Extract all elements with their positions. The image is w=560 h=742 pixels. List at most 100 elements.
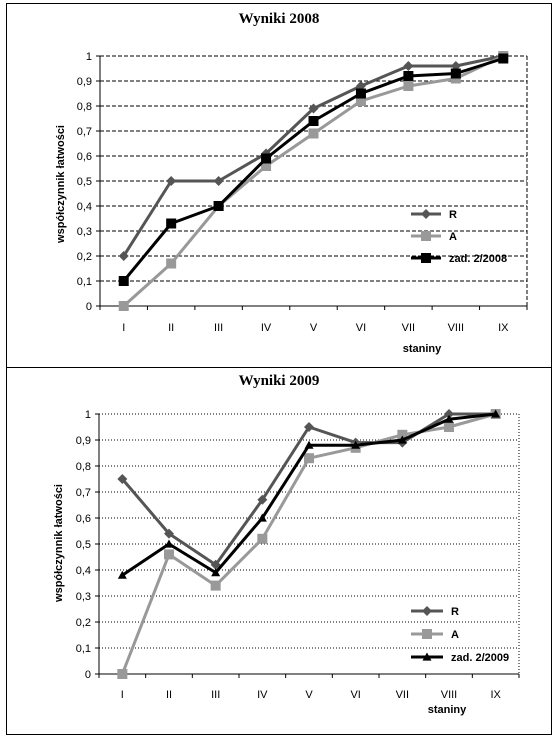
data-point	[308, 103, 319, 114]
legend-label: A	[451, 629, 459, 641]
data-point	[403, 71, 414, 81]
legend-marker	[422, 652, 432, 661]
chart-panel-2009: Wyniki 2009 współczynnik łatwości stanin…	[6, 367, 552, 735]
series-zad-2-2009	[117, 409, 501, 579]
data-point	[308, 128, 319, 139]
x-tick-label: III	[211, 689, 220, 701]
y-tick-label: 0,1	[76, 643, 91, 655]
x-tick-label: VIII	[448, 322, 465, 334]
data-point	[166, 258, 177, 269]
data-point	[164, 528, 174, 539]
series-r	[117, 409, 501, 570]
y-tick-label: 0,9	[76, 435, 91, 447]
x-tick-label: V	[310, 322, 318, 334]
chart-panel-2008: Wyniki 2008 współczynnik łatwości stanin…	[6, 3, 552, 368]
y-tick-label: 0,1	[77, 276, 92, 288]
legend-label: zad. 2/2008	[449, 253, 507, 265]
data-point	[213, 201, 224, 211]
x-tick-label: VII	[402, 322, 415, 334]
x-tick-label: II	[168, 322, 174, 334]
y-tick-label: 0,4	[76, 565, 91, 577]
data-point	[304, 453, 314, 464]
data-point	[117, 570, 127, 579]
x-tick-label: IV	[257, 689, 268, 701]
x-tick-label: VI	[350, 689, 360, 701]
series-zad-2-2008	[118, 53, 509, 286]
data-point	[117, 474, 128, 484]
gridlines	[96, 55, 527, 307]
legend-label: R	[451, 606, 459, 618]
legend-label: A	[449, 231, 457, 243]
legend-marker	[421, 253, 431, 263]
data-point	[403, 61, 414, 71]
chart-title: Wyniki 2009	[239, 373, 320, 389]
data-point	[498, 53, 509, 64]
data-point	[351, 440, 361, 449]
data-point	[257, 533, 268, 544]
legend-marker	[422, 629, 432, 639]
y-tick-label: 0,8	[76, 461, 91, 473]
data-point	[118, 251, 129, 261]
data-point	[355, 96, 366, 106]
chart-2009-svg: Wyniki 2009 współczynnik łatwości stanin…	[53, 373, 520, 716]
y-tick-label: 0,7	[76, 487, 91, 499]
series-line	[121, 412, 496, 577]
legend-label: R	[449, 209, 457, 221]
data-point	[166, 218, 177, 229]
x-tick-label: VII	[396, 689, 409, 701]
x-tick-label: V	[305, 689, 313, 701]
y-tick-label: 0,3	[76, 591, 91, 603]
data-point	[117, 669, 128, 679]
y-tick-label: 0,6	[77, 151, 92, 163]
data-point	[491, 409, 501, 418]
data-point	[261, 153, 272, 164]
data-point	[355, 88, 366, 99]
x-tick-label: IV	[261, 322, 272, 334]
y-tick-label: 0,4	[77, 201, 92, 213]
y-tick-label: 0,6	[76, 513, 91, 525]
chart-2008-svg: Wyniki 2008 współczynnik łatwości stanin…	[55, 11, 528, 355]
x-tick-label: IX	[490, 689, 501, 701]
data-point	[304, 422, 314, 432]
y-tick-label: 1	[86, 51, 92, 63]
x-axis-label: staniny	[428, 704, 467, 716]
data-point	[118, 301, 129, 311]
data-point	[444, 422, 454, 432]
x-axis-label: staniny	[403, 343, 442, 355]
x-tick-label: IX	[498, 322, 509, 334]
data-point	[304, 440, 314, 449]
chart-title: Wyniki 2008	[239, 11, 320, 27]
y-tick-label: 0	[85, 669, 91, 681]
x-tick-label: I	[122, 322, 125, 334]
data-point	[444, 414, 454, 423]
x-tick-label: II	[166, 689, 172, 701]
y-axis-label: współczynnik łatwości	[55, 125, 67, 244]
series-line	[121, 412, 496, 567]
data-point	[308, 116, 319, 126]
y-tick-label: 0,8	[77, 101, 92, 113]
y-tick-label: 1	[85, 409, 91, 421]
data-point	[211, 568, 221, 577]
data-point	[450, 68, 461, 79]
data-point	[397, 435, 407, 444]
y-axis-label: współczynnik łatwości	[53, 484, 65, 603]
legend-label: zad. 2/2009	[451, 652, 509, 664]
y-tick-label: 0,5	[76, 539, 91, 551]
data-point	[403, 81, 414, 91]
legend-marker	[422, 606, 432, 616]
x-tick-label: VI	[356, 322, 366, 334]
x-tick-label: VIII	[441, 689, 458, 701]
series-line	[122, 57, 504, 282]
legend-marker	[421, 209, 431, 219]
y-tick-label: 0	[86, 301, 92, 313]
data-point	[166, 176, 177, 186]
data-point	[164, 549, 174, 560]
data-point	[164, 539, 174, 548]
x-tick-label: III	[214, 322, 223, 334]
data-point	[257, 513, 267, 522]
data-point	[444, 409, 454, 419]
y-tick-label: 0,9	[77, 76, 92, 88]
y-tick-label: 0,7	[77, 126, 92, 138]
